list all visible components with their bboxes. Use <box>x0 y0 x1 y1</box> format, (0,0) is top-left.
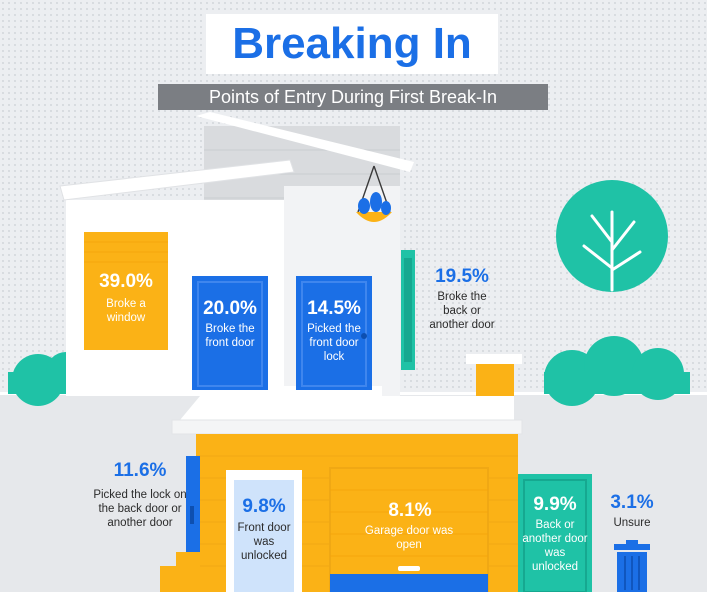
stat-label-front-door: Broke the front door <box>205 323 255 349</box>
stat-label-window: Broke a window <box>106 298 146 324</box>
roof-lower <box>59 159 295 201</box>
trash-can-icon <box>614 540 650 592</box>
right-bush-icon <box>544 336 690 406</box>
stat-value-back-door: 19.5% <box>435 266 489 287</box>
chimney <box>476 364 514 396</box>
stat-value-window: 39.0% <box>99 271 153 292</box>
teal-door-shape <box>518 474 592 592</box>
tree-icon <box>556 180 668 292</box>
front-door-shape <box>192 276 268 390</box>
stat-value-back-unlocked: 9.9% <box>533 494 577 515</box>
stat-label-unsure: Unsure <box>613 517 651 529</box>
title-background <box>206 14 498 74</box>
stat-value-front-door: 20.0% <box>203 298 257 319</box>
garage-door-shape <box>329 467 489 592</box>
garage-opening <box>330 574 488 592</box>
stat-value-unsure: 3.1% <box>610 492 654 513</box>
page-title: Breaking In <box>232 19 472 68</box>
stat-label-front-unlocked: Front door was unlocked <box>237 522 291 562</box>
stat-value-front-unlocked: 9.8% <box>242 496 286 517</box>
hanging-plant-icon <box>356 165 392 222</box>
lock-door-shape <box>296 276 372 390</box>
window-blinds <box>84 241 168 263</box>
stat-label-garage: Garage door was open <box>364 525 454 551</box>
roof-upper <box>196 112 414 172</box>
front-steps <box>186 386 382 396</box>
stat-value-back-lock: 11.6% <box>113 460 167 481</box>
stat-value-front-lock: 14.5% <box>307 298 361 319</box>
garage-handle <box>398 566 420 571</box>
page-subtitle: Points of Entry During First Break-In <box>158 84 548 110</box>
stat-value-garage: 8.1% <box>388 500 432 521</box>
stat-label-back-door: Broke the back or another door <box>429 291 495 331</box>
stat-label-front-lock: Picked the front door lock <box>307 323 361 363</box>
stat-label-back-lock: Picked the lock on the back door or anot… <box>93 489 187 529</box>
stat-label-back-unlocked: Back or another door was unlocked <box>522 519 588 573</box>
garage-roof <box>180 396 514 420</box>
chimney-cap <box>466 354 522 364</box>
